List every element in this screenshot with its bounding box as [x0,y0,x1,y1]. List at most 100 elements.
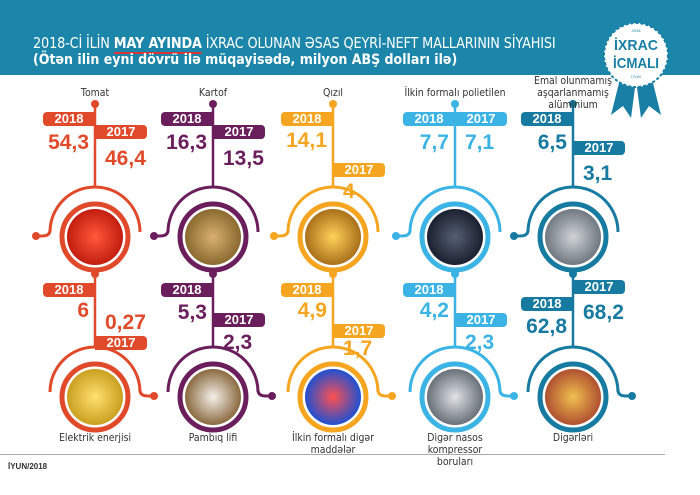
connector-tail-dot [392,232,400,240]
connector-tail-dot [150,232,158,240]
badge-2018: 2018 [43,112,95,126]
connector-dot [451,100,459,108]
footer-divider [0,454,665,455]
title-prefix: 2018-Cİ İLİN [33,34,110,52]
badge-2018: 2018 [281,283,333,297]
badge-2017: 2017 [573,280,625,294]
badge-2017: 2017 [573,141,625,155]
connector-dot [451,270,459,278]
badge-2018: 2018 [521,297,573,311]
logo-month: İYUN [631,74,641,79]
value-2017: 46,4 [105,147,146,170]
connector-tail [37,229,52,238]
aluminium-icon [545,209,601,265]
connector-tail [376,389,391,398]
connector-tail [498,389,513,398]
badge-2018: 2018 [43,283,95,297]
product-label: Digərləri [552,431,594,444]
value-2017: 13,5 [223,147,264,170]
value-2017: 2,3 [223,331,253,354]
connector-tail [515,229,530,238]
connector-tail-dot [628,392,636,400]
potato-icon [185,209,241,265]
badge-2018: 2018 [161,112,213,126]
connector-dot [209,100,217,108]
badge-2017: 2017 [213,313,265,327]
shipping-containers-icon [545,369,601,425]
value-2017: 3,1 [583,162,613,185]
steel-pipes-icon [427,369,483,425]
connector-tail-dot [32,232,40,240]
connector-arc [48,345,142,393]
product-label: Pambıq lifi [188,431,238,444]
plastic-pellets-icon [305,369,361,425]
value-2018: 6 [77,299,89,322]
connector-arc [286,185,380,233]
product-label: İlkin formalı digər maddələr [291,431,375,456]
connector-arc [48,185,142,233]
connector-tail [155,229,170,238]
value-2018: 6,5 [537,131,567,154]
value-2017: 7,1 [465,131,495,154]
product-label: Emal olunmamış aşqarlanmamış alüminium [534,74,612,111]
title-suffix: İXRAC OLUNAN ƏSAS QEYRİ-NEFT MALLARININ … [205,34,556,52]
connector-arc [408,345,502,393]
product-label: Qızıl [322,86,344,99]
svg-text:İXRAC: İXRAC [614,37,658,54]
cotton-icon [185,369,241,425]
connector-tail-dot [510,392,518,400]
connector-dot [209,270,217,278]
connector-tail [397,229,412,238]
header-banner: 2018-Cİ İLİN MAY AYINDA İXRAC OLUNAN ƏSA… [0,0,700,75]
badge-2017: 2017 [455,112,507,126]
connector-dot [329,100,337,108]
value-2018: 4,2 [419,299,449,322]
badge-2018: 2018 [521,112,573,126]
badge-2018: 2018 [161,283,213,297]
product-label: Digər nasos kompressor boruları [427,431,483,468]
connector-arc [166,345,260,393]
gold-bars-icon [305,209,361,265]
connector-tail [616,389,631,398]
svg-text:İCMALI: İCMALI [613,55,659,72]
connector-tail [256,389,271,398]
connector-arc [286,345,380,393]
title-highlight: MAY AYINDA [113,34,202,54]
connector-arc [526,185,620,233]
tomato-icon [67,209,123,265]
value-2018: 62,8 [526,315,567,338]
badge-2017: 2017 [333,324,385,338]
badge-2018: 2018 [281,112,333,126]
product-label: Kartof [198,86,228,99]
connector-tail [275,229,290,238]
connector-tail-dot [270,232,278,240]
value-2018: 4,9 [297,299,327,322]
connector-arc [166,185,260,233]
badge-2017: 2017 [95,336,147,350]
connector-dot [91,100,99,108]
badge-2018: 2018 [403,283,455,297]
connector-dot [91,270,99,278]
connector-tail-dot [510,232,518,240]
logo-year: 2018 [632,28,642,33]
polyethylene-granules-icon [427,209,483,265]
product-label: Tomat [80,86,110,99]
product-label: İlkin formalı polietilen [404,86,506,99]
badge-2017: 2017 [213,125,265,139]
product-label: Elektrik enerjisi [58,431,132,444]
footer-date: İYUN/2018 [8,462,48,471]
value-2017: 1,7 [343,337,373,360]
connector-tail-dot [268,392,276,400]
value-2018: 54,3 [48,131,89,154]
page-subtitle: (Ötən ilin eyni dövrü ilə müqayisədə, mi… [33,52,458,68]
connector-dot [569,270,577,278]
connector-dot [329,270,337,278]
badge-2017: 2017 [455,313,507,327]
connector-tail [138,389,153,398]
light-bulb-icon [67,369,123,425]
value-2017: 4 [343,180,355,203]
ixrac-icmali-logo: 2018 İXRAC İCMALI İYUN [603,22,669,118]
value-2018: 16,3 [166,131,207,154]
value-2017: 0,27 [105,311,146,334]
